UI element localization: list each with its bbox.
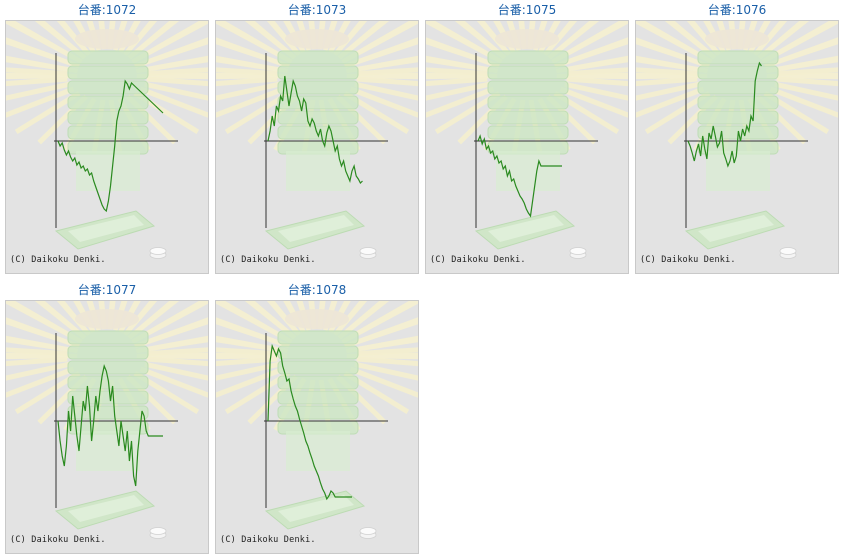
payout-graph (636, 21, 838, 259)
graph-frame: (C) Daikoku Denki. (5, 300, 209, 554)
copyright-label: (C) Daikoku Denki. (220, 535, 316, 545)
machine-number-title[interactable]: 台番:1077 (77, 283, 137, 297)
machine-number-title[interactable]: 台番:1078 (287, 283, 347, 297)
copyright-label: (C) Daikoku Denki. (10, 535, 106, 545)
payout-graph (6, 301, 208, 539)
series-line (687, 61, 762, 168)
payout-graph (216, 301, 418, 539)
series-line (57, 363, 163, 487)
payout-graph (216, 21, 418, 259)
slot-graph-card: 台番:1072 (C) Daikoku Denki. (5, 0, 209, 274)
payout-graph (426, 21, 628, 259)
machine-number-title[interactable]: 台番:1073 (287, 3, 347, 17)
copyright-label: (C) Daikoku Denki. (220, 255, 316, 265)
copyright-label: (C) Daikoku Denki. (640, 255, 736, 265)
slot-graph-card: 台番:1076 (C) Daikoku Denki. (635, 0, 839, 274)
slot-graph-card: 台番:1078 (C) Daikoku Denki. (215, 280, 419, 554)
graph-frame: (C) Daikoku Denki. (425, 20, 629, 274)
background-illustration (216, 21, 418, 259)
background-illustration (216, 301, 418, 539)
background-illustration (6, 21, 208, 259)
graph-frame: (C) Daikoku Denki. (5, 20, 209, 274)
graph-frame: (C) Daikoku Denki. (215, 20, 419, 274)
machine-number-title[interactable]: 台番:1076 (707, 3, 767, 17)
slot-graph-card: 台番:1075 (C) Daikoku Denki. (425, 0, 629, 274)
background-illustration (636, 21, 838, 259)
copyright-label: (C) Daikoku Denki. (430, 255, 526, 265)
graph-frame: (C) Daikoku Denki. (635, 20, 839, 274)
series-line (267, 75, 363, 184)
copyright-label: (C) Daikoku Denki. (10, 255, 106, 265)
machine-number-title[interactable]: 台番:1072 (77, 3, 137, 17)
graph-frame: (C) Daikoku Denki. (215, 300, 419, 554)
background-illustration (6, 301, 208, 539)
slot-graph-card: 台番:1077 (C) Daikoku Denki. (5, 280, 209, 554)
series-line (57, 79, 164, 213)
machine-number-title[interactable]: 台番:1075 (497, 3, 557, 17)
series-line (267, 343, 352, 501)
background-illustration (426, 21, 628, 259)
slot-graph-card: 台番:1073 (C) Daikoku Denki. (215, 0, 419, 274)
payout-graph (6, 21, 208, 259)
series-line (477, 134, 562, 218)
